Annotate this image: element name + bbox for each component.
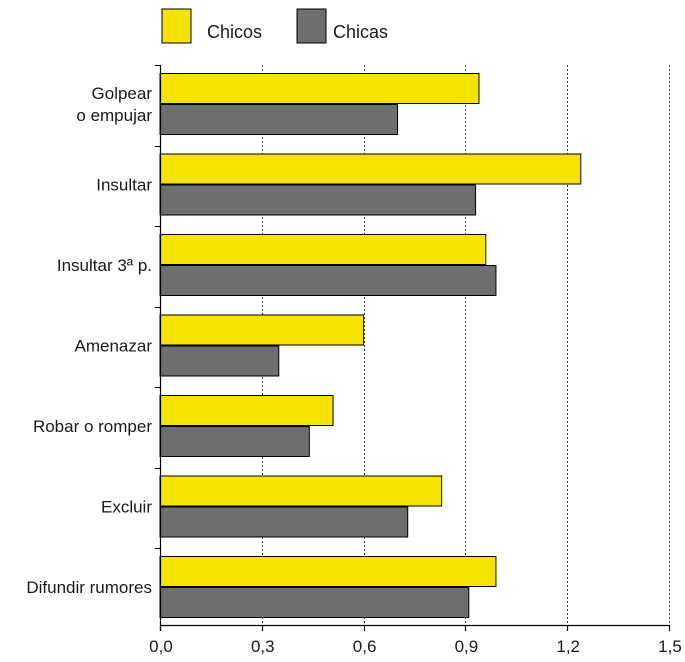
category-label: Excluir: [101, 498, 152, 517]
category-label: Golpear: [92, 84, 153, 103]
bar-chicas-1: [159, 184, 477, 216]
legend: Chicos Chicas: [161, 8, 388, 44]
bar-chicas-4: [159, 426, 310, 457]
bar-chicas-5: [159, 506, 409, 538]
x-tick-label: 0,3: [251, 637, 275, 656]
legend-label-chicos: Chicos: [207, 22, 262, 42]
legend-label-chicas: Chicas: [333, 22, 388, 42]
bar-chicos-4: [159, 395, 334, 426]
bar-chicos-1: [159, 153, 582, 185]
legend-swatch-chicas: [296, 8, 327, 44]
axes: [155, 65, 671, 631]
x-tick-label: 0,0: [149, 637, 173, 656]
x-tick-label: 1,2: [556, 637, 580, 656]
bar-chicas-6: [159, 587, 470, 618]
legend-swatch-chicos: [161, 8, 192, 44]
tick-labels: 0,0 0,3 0,6 0,9 1,2 1,5: [149, 637, 682, 656]
category-label: Insultar 3ª p.: [57, 256, 152, 275]
x-tick-label: 0,6: [353, 637, 377, 656]
bars: [159, 73, 582, 618]
bar-chicos-5: [159, 475, 443, 507]
bar-chicas-3: [159, 345, 280, 377]
bar-chicos-3: [159, 314, 365, 346]
bar-chicos-6: [159, 556, 497, 587]
category-label: Amenazar: [75, 337, 153, 356]
bar-chicas-2: [159, 265, 497, 296]
bar-chicos-2: [159, 234, 487, 265]
bar-chicas-0: [159, 104, 399, 135]
x-tick-label: 1,5: [658, 637, 682, 656]
category-label: Insultar: [96, 176, 152, 195]
category-labels: Golpear o empujar Insultar Insultar 3ª p. Am…: [26, 84, 152, 597]
category-label: Robar o romper: [33, 417, 152, 436]
x-tick-label: 0,9: [455, 637, 479, 656]
bar-chicos-0: [159, 73, 480, 104]
category-label: Difundir rumores: [26, 578, 152, 597]
category-label: o empujar: [76, 106, 152, 125]
